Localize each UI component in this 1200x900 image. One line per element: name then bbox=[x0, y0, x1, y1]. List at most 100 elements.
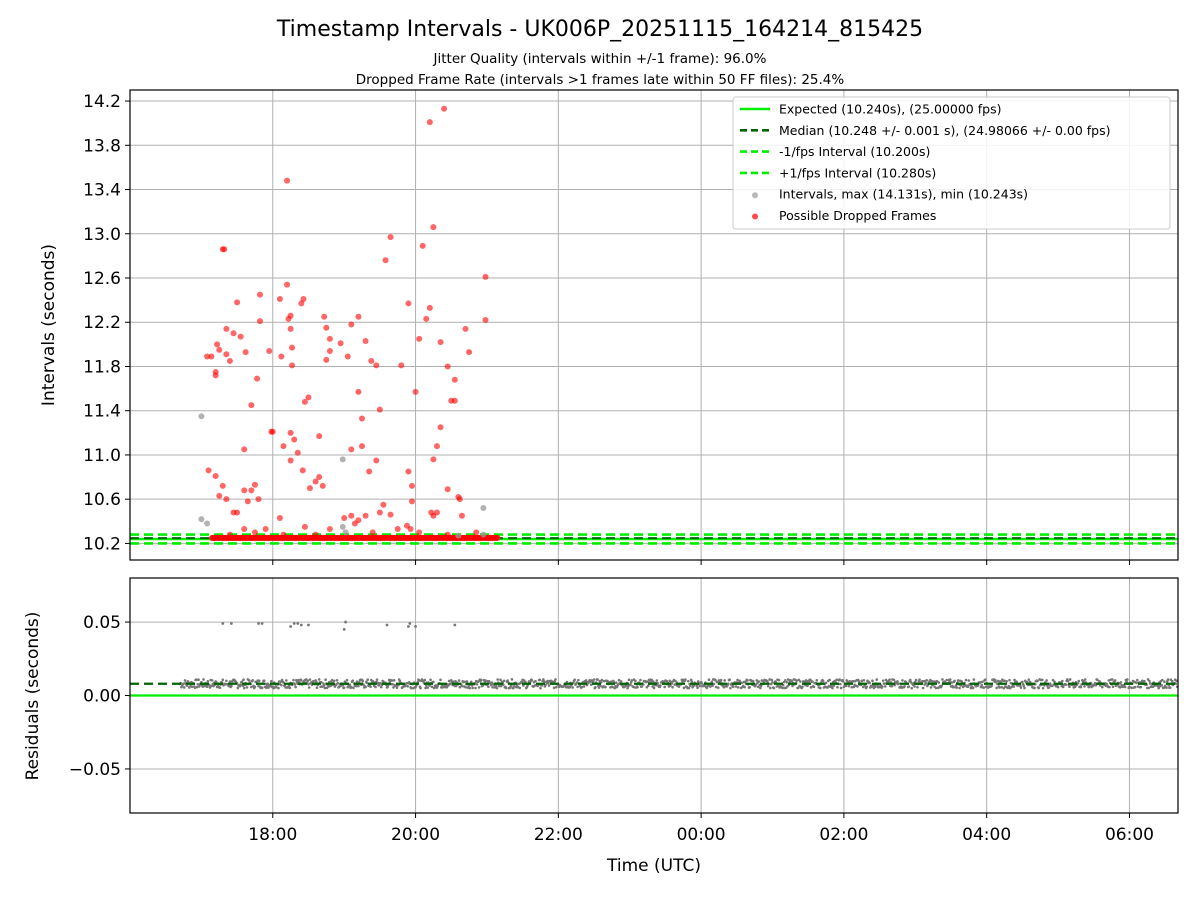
residual-point bbox=[646, 680, 649, 684]
residual-point bbox=[512, 684, 516, 688]
residual-point bbox=[342, 686, 346, 689]
x-tick-label: 20:00 bbox=[391, 825, 440, 845]
residual-point bbox=[190, 685, 194, 689]
top-y-tick-label: 13.4 bbox=[83, 181, 121, 201]
residual-point bbox=[976, 684, 980, 687]
residual-point bbox=[929, 686, 933, 689]
dropped-frame-point bbox=[326, 335, 333, 342]
dropped-frame-point bbox=[408, 482, 415, 489]
residual-point bbox=[865, 685, 869, 688]
residual-point bbox=[315, 680, 318, 684]
residual-point bbox=[210, 684, 213, 688]
residual-point bbox=[183, 679, 187, 682]
residual-point bbox=[182, 682, 185, 685]
residual-point bbox=[980, 683, 983, 687]
dropped-frame-point bbox=[234, 509, 241, 516]
residual-point bbox=[193, 686, 197, 690]
residual-point bbox=[375, 678, 379, 681]
residual-point bbox=[247, 679, 251, 682]
residual-point bbox=[466, 686, 469, 689]
residual-point bbox=[1170, 679, 1174, 683]
residual-point bbox=[265, 686, 268, 689]
dropped-frame-point bbox=[373, 457, 380, 464]
dropped-frame-point bbox=[256, 291, 263, 298]
residual-point bbox=[1018, 684, 1022, 687]
residual-point bbox=[809, 678, 812, 682]
residual-point bbox=[691, 686, 694, 689]
residual-point bbox=[469, 680, 473, 684]
residual-point bbox=[1098, 684, 1102, 687]
dropped-frame-point bbox=[362, 512, 369, 519]
residual-point bbox=[950, 681, 953, 684]
residual-point bbox=[242, 678, 245, 682]
dropped-frame-point bbox=[316, 433, 323, 440]
residual-point bbox=[1041, 678, 1044, 682]
legend-dot-swatch bbox=[752, 192, 758, 199]
residual-point bbox=[692, 684, 696, 687]
residual-point bbox=[958, 686, 961, 690]
residual-point bbox=[744, 680, 747, 683]
dropped-frame-point bbox=[444, 531, 451, 538]
residual-point bbox=[575, 681, 579, 684]
residual-point bbox=[499, 678, 502, 682]
residual-point bbox=[1047, 686, 1051, 689]
dropped-frame-point bbox=[241, 487, 248, 494]
residual-point bbox=[1003, 679, 1006, 683]
residual-point bbox=[475, 683, 479, 686]
residual-point bbox=[463, 680, 467, 684]
dropped-frame-point bbox=[319, 482, 326, 489]
residual-point bbox=[392, 686, 395, 689]
residual-point bbox=[809, 686, 813, 689]
residual-point bbox=[306, 679, 310, 683]
residual-point bbox=[364, 685, 367, 689]
bottom-y-tick-label: −0.05 bbox=[69, 760, 121, 780]
interval-point bbox=[339, 523, 346, 530]
residual-point bbox=[719, 678, 723, 682]
residual-point bbox=[1021, 680, 1024, 684]
residual-point bbox=[630, 679, 634, 682]
legend-dot-swatch bbox=[752, 213, 758, 220]
residual-point bbox=[982, 686, 986, 689]
dropped-frame-point bbox=[408, 498, 415, 505]
top-y-tick-label: 13.0 bbox=[83, 225, 121, 245]
residual-point bbox=[639, 678, 642, 682]
residual-point bbox=[847, 684, 851, 688]
residual-point bbox=[871, 679, 874, 683]
residual-point bbox=[423, 678, 427, 682]
bottom-y-axis-label: Residuals (seconds) bbox=[23, 612, 43, 781]
dropped-frame-point bbox=[405, 300, 412, 307]
residual-point bbox=[428, 684, 432, 687]
residual-point bbox=[210, 679, 214, 682]
residual-point bbox=[634, 679, 637, 683]
residual-point bbox=[275, 685, 278, 689]
residual-point bbox=[315, 686, 319, 690]
chart-subtitle-jitter: Jitter Quality (intervals within +/-1 fr… bbox=[433, 51, 767, 67]
residual-point bbox=[1076, 681, 1080, 685]
residual-point bbox=[777, 678, 781, 682]
interval-point bbox=[480, 505, 487, 512]
residual-outlier-point bbox=[299, 623, 303, 627]
residual-point bbox=[670, 682, 674, 685]
top-y-tick-label: 11.4 bbox=[83, 402, 121, 422]
residual-point bbox=[799, 680, 802, 683]
dropped-frame-point bbox=[280, 443, 287, 450]
residual-point bbox=[729, 686, 732, 690]
residual-point bbox=[592, 678, 596, 681]
residual-point bbox=[552, 686, 556, 690]
residual-point bbox=[1166, 678, 1170, 681]
residual-point bbox=[312, 679, 315, 683]
residual-point bbox=[538, 678, 542, 682]
residual-point bbox=[629, 683, 632, 686]
residual-point bbox=[698, 684, 701, 688]
dropped-frame-point bbox=[426, 304, 433, 311]
residual-point bbox=[734, 685, 738, 688]
residual-point bbox=[602, 679, 606, 683]
residual-point bbox=[979, 685, 983, 689]
dropped-frame-point bbox=[312, 478, 319, 485]
residual-point bbox=[1082, 679, 1086, 683]
residual-point bbox=[324, 678, 327, 682]
residual-point bbox=[1175, 679, 1178, 683]
dropped-frame-point bbox=[305, 394, 312, 401]
residual-point bbox=[460, 684, 464, 688]
